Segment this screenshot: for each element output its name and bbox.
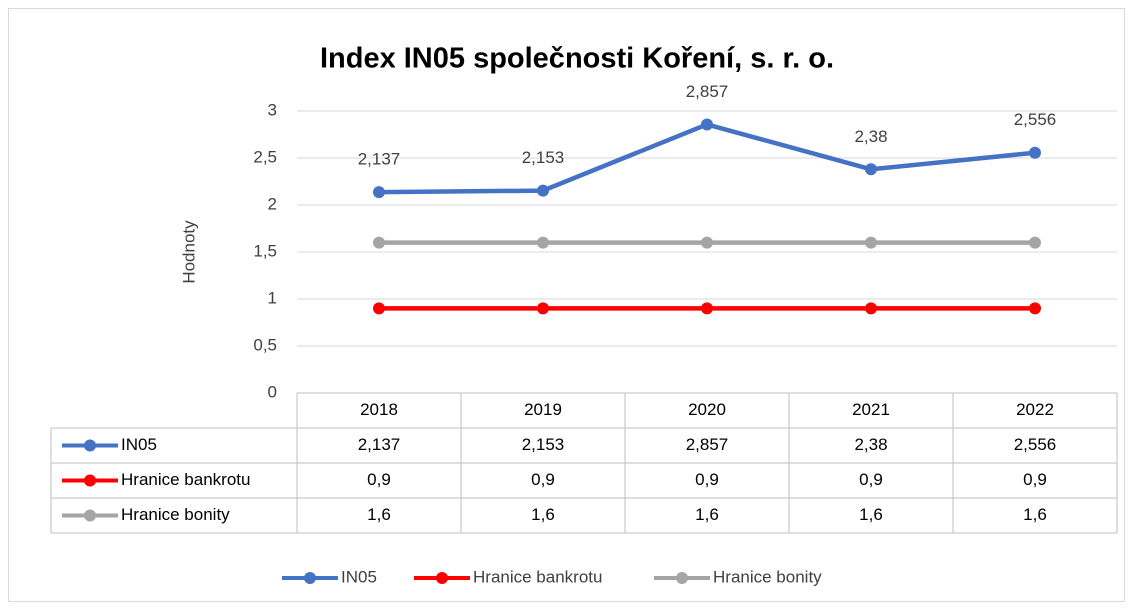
y-tick-label: 2,5 [253, 147, 277, 166]
table-cell: 1,6 [367, 505, 391, 524]
data-point [701, 302, 713, 315]
table-series-name: Hranice bonity [121, 505, 230, 524]
y-tick-label: 0 [268, 382, 277, 401]
data-point [373, 186, 385, 199]
data-point [1029, 302, 1041, 315]
legend-label: Hranice bonity [713, 567, 822, 586]
data-point [537, 236, 549, 249]
data-point [1029, 236, 1041, 249]
table-header: 2022 [1016, 400, 1054, 419]
y-tick-label: 0,5 [253, 335, 277, 354]
y-tick-label: 1 [268, 288, 277, 307]
table-cell: 0,9 [367, 470, 391, 489]
legend-marker [436, 572, 448, 584]
legend-label: Hranice bankrotu [473, 567, 602, 586]
table-cell: 0,9 [531, 470, 555, 489]
table-cell: 1,6 [531, 505, 555, 524]
table-series-name: IN05 [121, 435, 157, 454]
table-cell: 1,6 [695, 505, 719, 524]
legend-marker [84, 439, 96, 452]
data-label: 2,137 [358, 150, 401, 169]
chart-title: Index IN05 společnosti Koření, s. r. o. [320, 43, 834, 75]
table-header: 2019 [524, 400, 562, 419]
data-label: 2,38 [854, 127, 887, 146]
data-point [701, 118, 713, 131]
table-cell: 0,9 [859, 470, 883, 489]
table-header: 2020 [688, 400, 726, 419]
data-label: 2,857 [686, 82, 729, 101]
legend-marker [304, 572, 316, 584]
y-tick-label: 2 [268, 194, 277, 213]
y-axis-label: Hodnoty [179, 220, 198, 284]
table-cell: 0,9 [695, 470, 719, 489]
data-point [701, 236, 713, 249]
table-cell: 2,153 [522, 435, 565, 454]
data-point [865, 302, 877, 315]
legend-marker [84, 509, 96, 522]
data-point [373, 302, 385, 315]
legend-label: IN05 [341, 567, 377, 586]
data-label: 2,556 [1014, 110, 1057, 129]
legend-marker [676, 572, 688, 584]
table-cell: 2,38 [854, 435, 887, 454]
y-tick-label: 3 [268, 100, 277, 119]
table-cell: 0,9 [1023, 470, 1047, 489]
data-point [1029, 146, 1041, 159]
data-point [865, 163, 877, 176]
chart-border [8, 8, 1125, 602]
y-tick-label: 1,5 [253, 241, 277, 260]
table-series-name: Hranice bankrotu [121, 470, 250, 489]
data-point [537, 184, 549, 197]
table-cell: 2,137 [358, 435, 401, 454]
data-label: 2,153 [522, 148, 565, 167]
table-cell: 1,6 [859, 505, 883, 524]
table-header: 2018 [360, 400, 398, 419]
table-cell: 2,857 [686, 435, 729, 454]
table-cell: 1,6 [1023, 505, 1047, 524]
table-cell: 2,556 [1014, 435, 1057, 454]
data-point [865, 236, 877, 249]
table-header: 2021 [852, 400, 890, 419]
data-point [373, 236, 385, 249]
legend-marker [84, 474, 96, 487]
data-point [537, 302, 549, 315]
